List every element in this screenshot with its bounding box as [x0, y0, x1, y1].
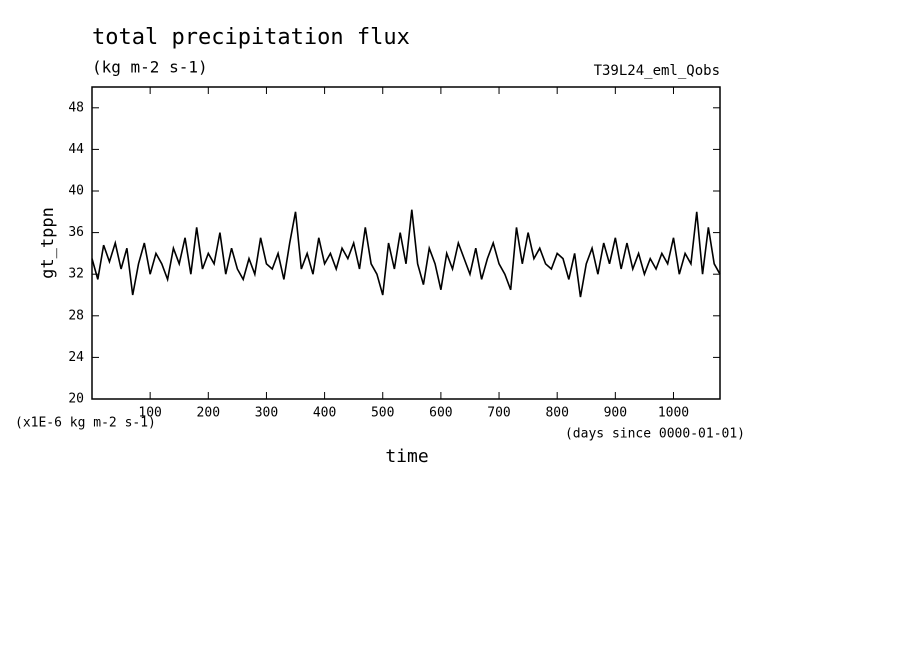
y-tick-label: 28 — [68, 308, 84, 323]
x-tick-label: 600 — [429, 406, 452, 421]
x-tick-label: 1000 — [658, 406, 689, 421]
x-tick-label: 500 — [371, 406, 394, 421]
y-tick-label: 48 — [68, 100, 84, 115]
y-tick-label: 36 — [68, 225, 84, 240]
y-unit: (x1E-6 kg m-2 s-1) — [15, 416, 156, 431]
chart-subtitle: (kg m-2 s-1) — [92, 58, 208, 77]
y-tick-label: 44 — [68, 142, 84, 157]
y-tick-label: 40 — [68, 184, 84, 199]
y-tick-label: 32 — [68, 267, 84, 282]
x-tick-label: 400 — [313, 406, 336, 421]
plot-frame — [91, 86, 721, 400]
y-axis-label: gt_tppn — [38, 207, 58, 279]
x-tick-label: 300 — [255, 406, 278, 421]
data-line — [91, 209, 721, 298]
annotation: T39L24_eml_Qobs — [594, 63, 720, 79]
x-unit: (days since 0000-01-01) — [565, 427, 745, 442]
x-tick-label: 100 — [138, 406, 161, 421]
x-tick-label: 900 — [604, 406, 627, 421]
x-tick-label: 700 — [487, 406, 510, 421]
y-tick-label: 20 — [68, 392, 84, 407]
x-axis-label: time — [385, 446, 428, 467]
x-tick-label: 200 — [197, 406, 220, 421]
x-tick-label: 800 — [545, 406, 568, 421]
y-tick-label: 24 — [68, 350, 84, 365]
chart-title: total precipitation flux — [92, 25, 410, 50]
